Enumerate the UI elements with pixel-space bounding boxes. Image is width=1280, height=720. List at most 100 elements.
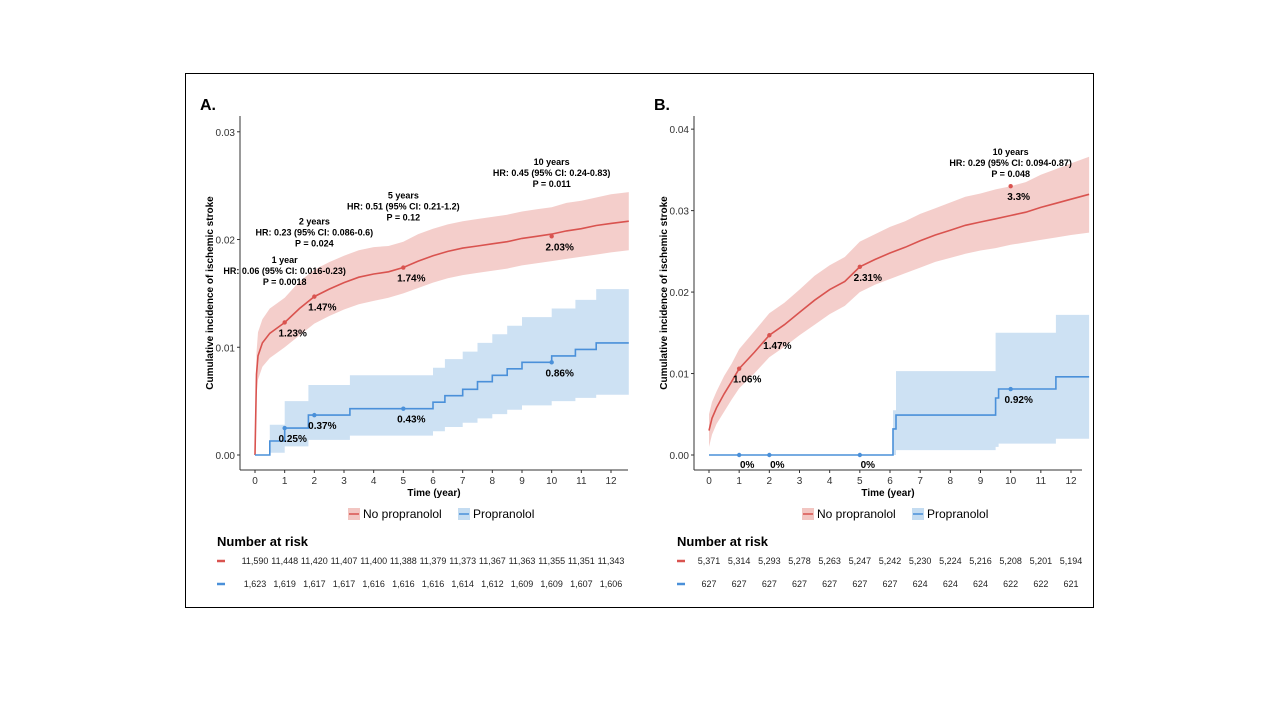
x-tick-label: 9 (978, 476, 984, 487)
risk-cell: 11,448 (271, 556, 298, 566)
risk-cell: 5,263 (818, 556, 841, 566)
legend-label: Propranolol (473, 507, 534, 521)
x-tick-label: 2 (767, 476, 773, 487)
data-point (1008, 386, 1013, 392)
risk-cell: 1,617 (303, 579, 326, 589)
risk-cell: 5,247 (849, 556, 872, 566)
x-tick-label: 8 (490, 476, 496, 487)
point-label: 1.74% (397, 274, 425, 285)
point-label: 0.37% (308, 421, 336, 432)
hr-annotation: 2 years (299, 216, 330, 226)
risk-table-title: Number at risk (217, 534, 309, 549)
x-tick-label: 7 (917, 476, 923, 487)
risk-cell: 1,616 (362, 579, 385, 589)
risk-cell: 1,607 (570, 579, 593, 589)
risk-cell: 11,388 (390, 556, 417, 566)
propranolol-ci-band (709, 314, 1090, 455)
x-tick-label: 1 (282, 476, 288, 487)
y-tick-label: 0.01 (670, 370, 690, 381)
point-label: 1.47% (308, 303, 336, 314)
risk-cell: 11,343 (598, 556, 625, 566)
risk-cell: 5,371 (698, 556, 721, 566)
x-tick-label: 3 (341, 476, 347, 487)
data-point (282, 320, 287, 325)
risk-cell: 11,407 (331, 556, 358, 566)
risk-cell: 1,617 (333, 579, 356, 589)
hr-annotation: 5 years (388, 191, 419, 201)
data-point (736, 366, 742, 371)
point-label: 2.03% (545, 242, 573, 253)
panel-label: A. (200, 97, 216, 114)
risk-cell: 5,194 (1060, 556, 1083, 566)
risk-cell: 627 (822, 579, 837, 589)
x-tick-label: 12 (1065, 476, 1077, 487)
hr-annotation: P = 0.048 (991, 169, 1030, 179)
x-tick-label: 2 (312, 476, 318, 487)
data-point (736, 452, 742, 458)
point-label: 0.92% (1004, 395, 1032, 406)
risk-cell: 5,208 (999, 556, 1022, 566)
risk-cell: 1,616 (422, 579, 445, 589)
risk-cell: 1,616 (392, 579, 415, 589)
point-label: 0% (740, 460, 755, 471)
data-point (857, 264, 863, 270)
hr-annotation: 10 years (534, 157, 570, 167)
point-label: 0.25% (278, 434, 306, 445)
y-tick-label: 0.03 (216, 128, 236, 139)
risk-cell: 11,420 (301, 556, 328, 566)
point-label: 0.86% (545, 368, 573, 379)
risk-cell: 5,293 (758, 556, 781, 566)
x-tick-label: 12 (605, 476, 617, 487)
risk-cell: 5,224 (939, 556, 962, 566)
no-propranolol-curve (708, 193, 1090, 431)
panel-label: B. (654, 97, 670, 114)
x-tick-label: 4 (371, 476, 377, 487)
data-point (312, 294, 317, 299)
risk-cell: 622 (1033, 579, 1048, 589)
data-point (549, 360, 554, 365)
legend: No propranolol Propranolol (348, 507, 534, 521)
no-propranolol-curve (254, 220, 629, 456)
y-axis-label: Cumulative incidence of ischemic stroke (205, 196, 216, 390)
legend-label: No propranolol (817, 507, 896, 521)
x-tick-label: 10 (546, 476, 558, 487)
point-label: 0.43% (397, 415, 425, 426)
propranolol-ci-band (255, 289, 629, 455)
x-tick-label: 7 (460, 476, 466, 487)
hr-annotation: HR: 0.06 (95% CI: 0.016-0.23) (223, 266, 346, 276)
y-tick-label: 0.00 (670, 451, 690, 462)
risk-cell: 624 (913, 579, 928, 589)
y-tick-label: 0.01 (216, 343, 236, 354)
risk-cell: 627 (852, 579, 867, 589)
risk-cell: 5,216 (969, 556, 992, 566)
x-tick-label: 8 (948, 476, 954, 487)
point-label: 0% (770, 460, 785, 471)
hr-annotation: P = 0.011 (533, 179, 571, 189)
point-label: 1.06% (733, 375, 761, 386)
data-point (1008, 183, 1013, 189)
figure-frame (185, 73, 1094, 608)
hr-annotation: P = 0.024 (295, 238, 334, 248)
risk-cell: 622 (1003, 579, 1018, 589)
risk-cell: 1,619 (273, 579, 296, 589)
legend-label: No propranolol (363, 507, 442, 521)
risk-cell: 5,201 (1030, 556, 1053, 566)
legend-label: Propranolol (927, 507, 988, 521)
risk-cell: 5,314 (728, 556, 751, 566)
risk-cell: 5,230 (909, 556, 932, 566)
hr-annotation: P = 0.12 (387, 213, 421, 223)
risk-cell: 624 (973, 579, 988, 589)
point-label: 1.23% (278, 328, 306, 339)
risk-cell: 1,623 (244, 579, 267, 589)
x-tick-label: 5 (401, 476, 407, 487)
risk-table-title: Number at risk (677, 534, 769, 549)
x-tick-label: 1 (736, 476, 742, 487)
hr-annotation: HR: 0.29 (95% CI: 0.094-0.87) (949, 158, 1072, 168)
y-tick-label: 0.00 (216, 451, 236, 462)
data-point (857, 452, 863, 458)
risk-cell: 624 (943, 579, 958, 589)
point-label: 3.3% (1007, 192, 1030, 203)
hr-annotation: HR: 0.23 (95% CI: 0.086-0.6) (256, 227, 374, 237)
risk-cell: 1,606 (600, 579, 623, 589)
